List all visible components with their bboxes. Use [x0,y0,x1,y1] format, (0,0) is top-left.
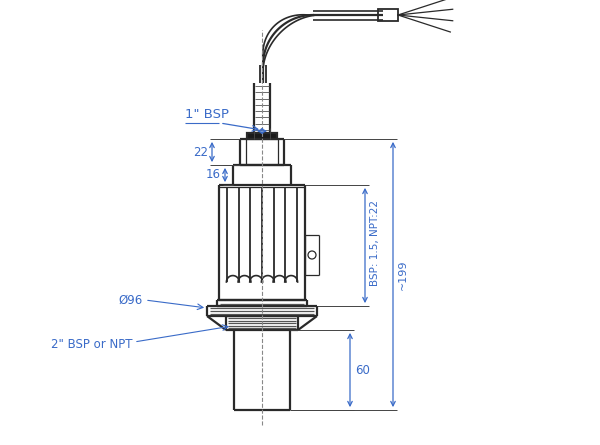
Text: 22: 22 [193,146,208,158]
Text: 1" BSP: 1" BSP [185,108,229,121]
Bar [247,133,277,139]
Text: BSP: 1.5, NPT:22: BSP: 1.5, NPT:22 [370,199,380,286]
Text: 60: 60 [355,364,370,376]
Bar [378,9,398,21]
Text: 16: 16 [206,169,221,182]
Text: 2" BSP or NPT: 2" BSP or NPT [50,337,132,351]
Text: Ø96: Ø96 [119,294,143,307]
Text: ~199: ~199 [398,259,408,290]
